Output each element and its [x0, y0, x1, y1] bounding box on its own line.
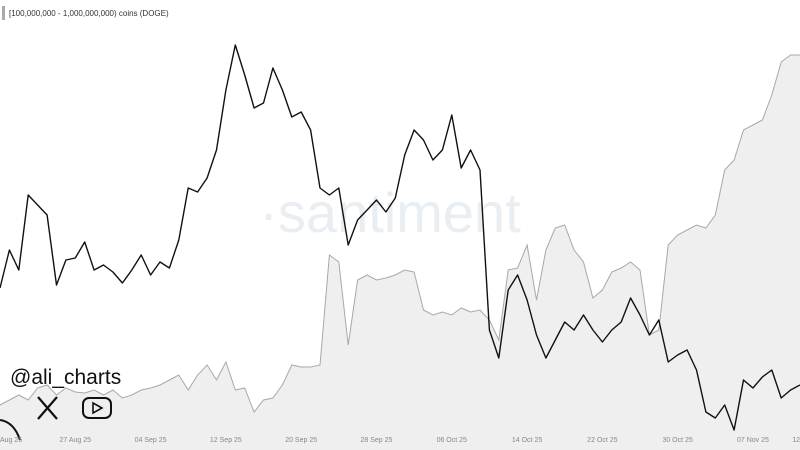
area-line — [0, 54, 800, 413]
watermark: ·santiment — [259, 181, 521, 244]
x-tick-label: 27 Aug 25 — [60, 437, 92, 444]
x-tick-label: 14 Oct 25 — [512, 437, 542, 444]
x-tick-label: Aug 25 — [0, 437, 22, 444]
x-axis: Aug 25 27 Aug 25 04 Sep 25 12 Sep 25 20 Sep … — [0, 437, 800, 444]
x-icon — [37, 396, 58, 420]
x-tick-label: 07 Nov 25 — [737, 437, 769, 444]
area-fill — [0, 55, 800, 450]
x-tick-label: 12 — [792, 437, 800, 444]
price-line — [0, 44, 800, 431]
x-tick-label: 22 Oct 25 — [587, 437, 617, 444]
x-tick-label: 28 Sep 25 — [361, 437, 393, 444]
area-layer — [0, 54, 800, 450]
x-tick-label: 06 Oct 25 — [437, 437, 467, 444]
decoration — [0, 419, 21, 441]
line-layer — [0, 44, 800, 431]
handle: @ali_charts — [10, 366, 121, 389]
x-tick-label: 20 Sep 25 — [285, 437, 317, 444]
legend-label: [100,000,000 - 1,000,000,000) coins (DOG… — [9, 9, 169, 18]
x-tick-label: 30 Oct 25 — [662, 437, 692, 444]
x-tick-label: 04 Sep 25 — [135, 437, 167, 444]
legend-swatch — [2, 6, 5, 20]
x-tick-label: 12 Sep 25 — [210, 437, 242, 444]
youtube-icon — [82, 397, 112, 419]
